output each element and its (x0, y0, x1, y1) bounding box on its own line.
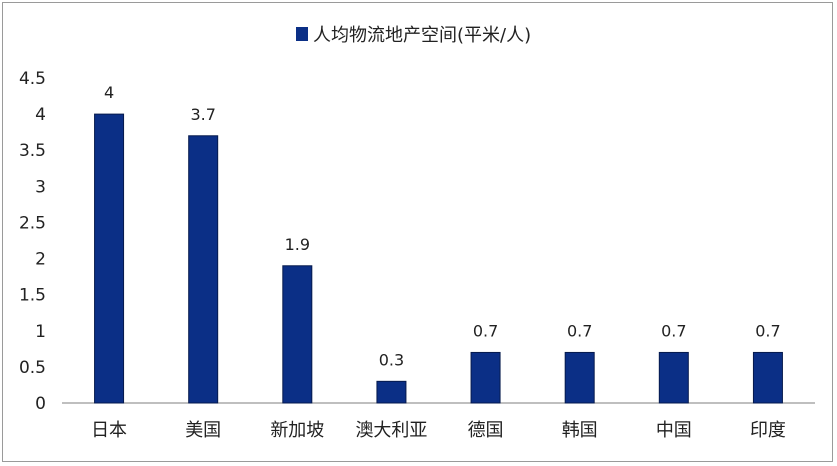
x-tick-label: 韩国 (562, 420, 598, 441)
x-tick-label: 印度 (750, 420, 786, 441)
y-tick-label: 0 (35, 394, 46, 414)
bar (658, 351, 689, 404)
legend-label: 人均物流地产空间(平米/人) (313, 25, 531, 46)
y-tick-label: 4.5 (19, 69, 46, 89)
bar (470, 351, 501, 404)
data-label: 0.7 (473, 321, 498, 340)
y-tick-label: 1.5 (19, 286, 46, 306)
y-tick-label: 2.5 (19, 213, 46, 233)
y-tick-label: 2 (35, 250, 46, 270)
bar (282, 265, 313, 404)
legend: 人均物流地产空间(平米/人) (296, 25, 531, 46)
y-tick-label: 4 (35, 105, 46, 125)
bars (94, 113, 783, 404)
y-tick-label: 0.5 (19, 358, 46, 378)
bar (376, 380, 407, 404)
x-tick-label: 澳大利亚 (355, 420, 427, 441)
data-label: 3.7 (190, 105, 215, 124)
data-label: 0.7 (661, 321, 686, 340)
x-tick-label: 中国 (656, 420, 692, 441)
x-tick-label: 美国 (185, 420, 221, 441)
data-label: 0.7 (567, 321, 592, 340)
x-tick-label: 日本 (91, 420, 127, 441)
x-axis: 日本 美国 新加坡 澳大利亚 德国 韩国 中国 印度 (91, 420, 786, 441)
data-label: 4 (104, 83, 114, 102)
y-tick-label: 3 (35, 177, 46, 197)
bar (752, 351, 783, 404)
bar (94, 113, 125, 404)
data-label: 0.7 (755, 321, 780, 340)
x-tick-label: 新加坡 (270, 420, 324, 441)
data-label: 1.9 (285, 235, 310, 254)
legend-swatch (296, 27, 308, 41)
bar (188, 135, 219, 404)
y-tick-label: 1 (35, 322, 46, 342)
y-tick-label: 3.5 (19, 141, 46, 161)
data-label: 0.3 (379, 350, 404, 369)
y-axis: 0 0.5 1 1.5 2 2.5 3 3.5 4 4.5 (19, 69, 46, 414)
x-tick-label: 德国 (468, 420, 504, 441)
bar (564, 351, 595, 404)
data-labels: 4 3.7 1.9 0.3 0.7 0.7 0.7 0.7 (104, 83, 781, 369)
